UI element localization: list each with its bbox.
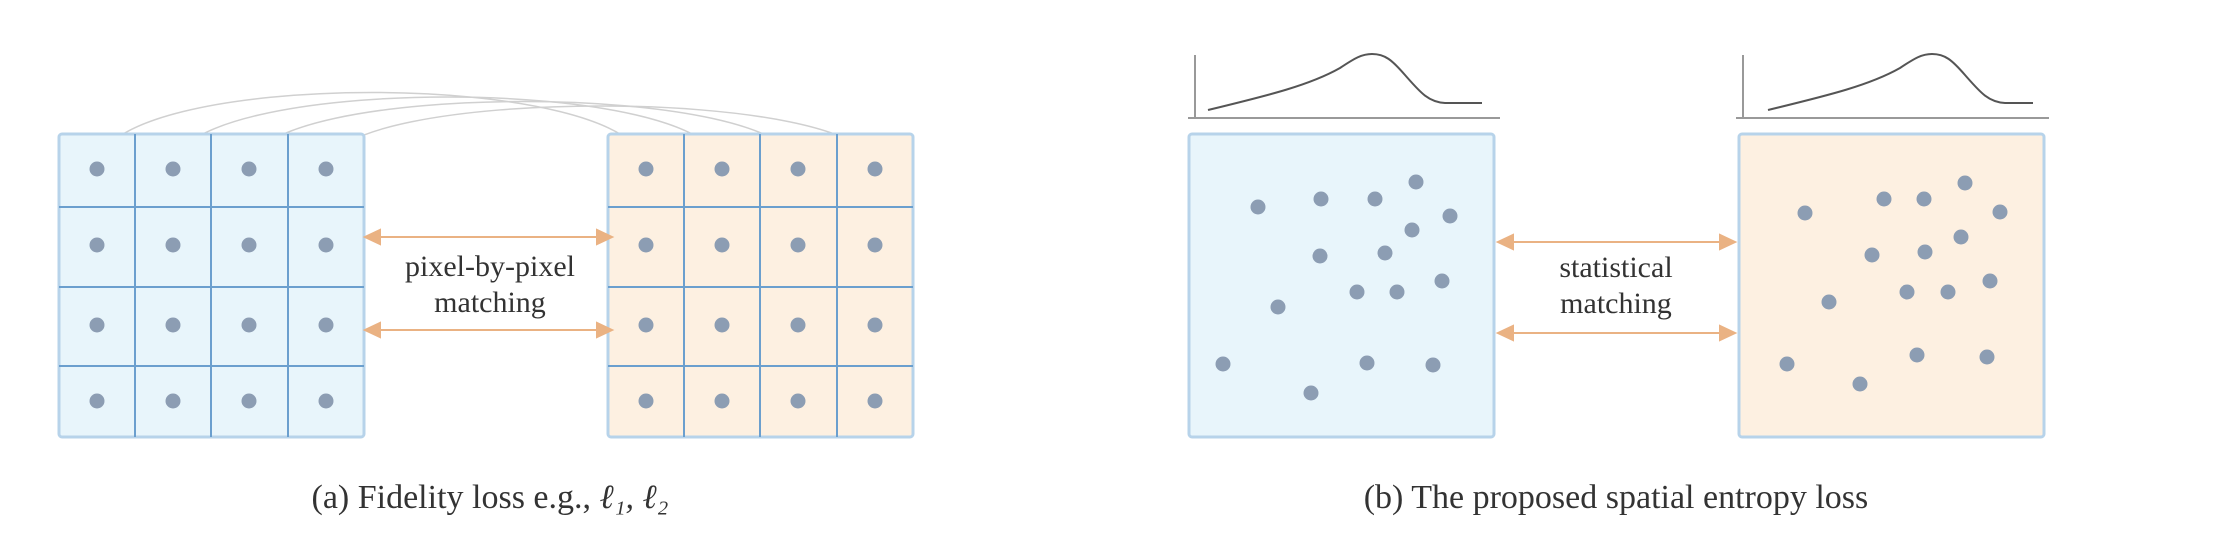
pixel-dot [867,237,883,253]
scatter-point [1303,385,1319,401]
scatter-point [1408,174,1424,190]
arrow-head-right [596,228,615,246]
arrow-head-left [362,321,381,339]
caption-b: (b) The proposed spatial entropy loss [1364,479,1869,516]
pixel-dot [89,237,105,253]
caption-a-text: (a) Fidelity loss e.g., [312,479,600,516]
pixel-dot [790,161,806,177]
source-density-plot [1188,52,1500,119]
target-distribution-box [1737,132,2046,439]
pixel-dot [714,393,730,409]
scatter-point [1250,199,1266,215]
pixel-dot [165,237,181,253]
scatter-point [1215,356,1231,372]
pixel-dot [638,237,654,253]
scatter-point [1425,357,1441,373]
pixel-dot [318,237,334,253]
scatter-point [1367,191,1383,207]
pixel-dot [165,161,181,177]
target-density-plot [1736,52,2049,119]
pixel-dot [790,317,806,333]
caption-a: (a) Fidelity loss e.g., ℓ₁, ℓ₂ [312,479,669,516]
pixel-dot [89,317,105,333]
pixel-dot [318,317,334,333]
scatter-point [1940,284,1956,300]
scatter-point [1359,355,1375,371]
pixel-dot [867,317,883,333]
scatter-point [1957,175,1973,191]
arrow-head-right [1719,233,1738,251]
scatter-point [1434,273,1450,289]
scatter-point [1404,222,1420,238]
pixel-dot [638,393,654,409]
statistical-matching-arrows [1495,233,1738,342]
scatter-point [1270,299,1286,315]
source-scatter-points [1215,174,1458,401]
scatter-point [1909,347,1925,363]
scatter-point [1442,208,1458,224]
pixel-dot [638,161,654,177]
pixel-dot [790,393,806,409]
pixel-dot [867,393,883,409]
pixel-dot [790,237,806,253]
arrow-head-right [1719,324,1738,342]
pixel-dot [241,237,257,253]
scatter-point [1979,349,1995,365]
pixel-dot [714,237,730,253]
pixel-dot [638,317,654,333]
pixel-dot [241,317,257,333]
scatter-point [1953,229,1969,245]
statistical-matching-label-line1: statistical [1559,251,1672,284]
scatter-point [1377,245,1393,261]
pixel-matching-label-line2: matching [434,286,546,319]
scatter-point [1982,273,1998,289]
scatter-point [1312,248,1328,264]
scatter-point [1917,244,1933,260]
pixel-dot [89,161,105,177]
arrow-head-left [1495,324,1514,342]
arrow-head-left [362,228,381,246]
scatter-point [1916,191,1932,207]
scatter-point [1992,204,2008,220]
scatter-point [1864,247,1880,263]
pixel-matching-label-line1: pixel-by-pixel [405,250,575,283]
caption-a-math: ℓ₁, ℓ₂ [600,479,669,516]
correspondence-arc [96,91,647,170]
density-curve [1767,52,2033,111]
pixel-dot [241,393,257,409]
arrow-head-left [1495,233,1514,251]
pixel-dot [318,161,334,177]
pixel-dot [867,161,883,177]
pixel-dot [714,317,730,333]
target-pixel-grid [606,132,915,439]
arrow-head-right [596,321,615,339]
pixel-dot [714,161,730,177]
scatter-point [1899,284,1915,300]
source-pixel-grid [57,132,366,439]
pixel-dot [165,317,181,333]
statistical-matching-label-line2: matching [1560,287,1672,320]
scatter-point [1797,205,1813,221]
scatter-point [1779,356,1795,372]
density-curve [1207,52,1482,111]
pixel-dot [241,161,257,177]
target-scatter-points [1779,175,2008,392]
scatter-point [1313,191,1329,207]
scatter-point [1349,284,1365,300]
scatter-point [1852,376,1868,392]
scatter-point [1821,294,1837,310]
pixel-dot [165,393,181,409]
pixel-dot [89,393,105,409]
scatter-point [1389,284,1405,300]
pixel-matching-arrows [362,228,615,339]
scatter-point [1876,191,1892,207]
source-distribution-box [1187,132,1496,439]
pixel-dot [318,393,334,409]
